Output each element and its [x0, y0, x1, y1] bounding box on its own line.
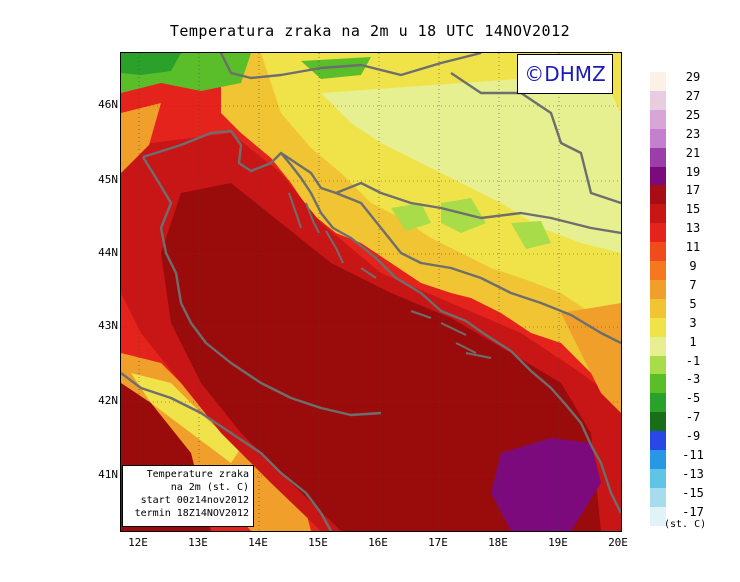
lon-label-20e: 20E [608, 536, 628, 549]
legend-label: 5 [689, 296, 697, 311]
lon-label-14e: 14E [248, 536, 268, 549]
legend-swatch [650, 261, 666, 280]
legend-swatch [650, 242, 666, 262]
field-inland-cool [321, 73, 621, 253]
temperature-map [120, 52, 622, 532]
field-balkan-orange [561, 303, 621, 413]
map-title: Temperatura zraka na 2m u 18 UTC 14NOV20… [169, 22, 571, 40]
legend-swatch [650, 166, 666, 186]
legend-swatch [650, 468, 666, 488]
lat-label-43n: 43N [98, 319, 118, 332]
legend-swatch [650, 393, 666, 413]
legend-label: 11 [685, 240, 701, 255]
legend-label: -1 [685, 353, 701, 368]
legend-label: -13 [682, 466, 704, 481]
legend-label: -17 [682, 504, 704, 519]
legend-label: 3 [689, 315, 697, 330]
legend-swatch [650, 128, 666, 148]
legend-swatch [650, 90, 666, 110]
legend-swatch [650, 298, 666, 318]
legend-unit: (st. C) [664, 519, 707, 530]
lat-label-45n: 45N [98, 173, 118, 186]
legend-label: 27 [685, 88, 701, 103]
islands [288, 192, 492, 359]
field-green-2 [441, 198, 486, 233]
dhmz-logo: ©DHMZ [517, 54, 613, 94]
legend-swatch [650, 412, 666, 432]
lon-label-19e: 19E [548, 536, 568, 549]
legend-swatch [650, 336, 666, 356]
lon-label-13e: 13E [188, 536, 208, 549]
legend-swatch [650, 72, 666, 91]
legend-label: -9 [685, 429, 701, 444]
lon-label-17e: 17E [428, 536, 448, 549]
lon-label-18e: 18E [488, 536, 508, 549]
legend-label: 23 [685, 126, 701, 141]
legend-swatch [650, 223, 666, 243]
lat-label-41n: 41N [98, 468, 118, 481]
legend-swatch [650, 147, 666, 167]
legend-label: 9 [689, 259, 697, 273]
legend-swatch [650, 109, 666, 129]
lat-label-42n: 42N [98, 394, 118, 407]
legend-label: 15 [685, 202, 701, 217]
field-purple [491, 438, 601, 531]
legend-swatch [650, 374, 666, 394]
field-green-4 [391, 203, 431, 231]
color-legend: 29 27 25 23 21 19 17 15 13 11 9 7 5 3 1 -1 -3 -5 -7 -9 -11 -1… [650, 70, 740, 526]
legend-label: 17 [685, 183, 701, 198]
field-italy-yellow [131, 373, 241, 463]
legend-label: 13 [685, 221, 701, 236]
field-alps-dark [121, 53, 181, 75]
legend-swatch [650, 431, 666, 451]
info-box: Temperature zraka na 2m (st. C) start 00… [122, 465, 254, 527]
legend-label: -3 [685, 372, 701, 387]
legend-label: 19 [685, 164, 701, 179]
legend-label: 25 [685, 107, 701, 122]
legend-swatch [650, 317, 666, 337]
field-green-3 [511, 221, 551, 249]
legend-swatch [650, 185, 666, 205]
graticule [121, 53, 621, 531]
lat-label-44n: 44N [98, 246, 118, 259]
info-line-4: termin 18Z14NOV2012 [134, 508, 249, 519]
legend-swatch [650, 204, 666, 224]
info-line-2: na 2m (st. C) [170, 482, 249, 493]
legend-label: 1 [689, 334, 697, 349]
legend-swatch [650, 450, 666, 469]
lon-label-12e: 12E [128, 536, 148, 549]
coastlines [121, 53, 621, 531]
legend-label: -5 [685, 391, 701, 406]
legend-label: 21 [685, 145, 701, 160]
lon-label-15e: 15E [308, 536, 328, 549]
legend-label: -15 [682, 485, 704, 500]
lon-label-16e: 16E [368, 536, 388, 549]
legend-swatch [650, 487, 666, 507]
legend-swatch [650, 279, 666, 299]
lat-label-46n: 46N [98, 98, 118, 111]
legend-swatch [650, 506, 666, 526]
legend-label: 7 [689, 277, 697, 292]
legend-label: 29 [685, 70, 701, 84]
legend-swatch [650, 355, 666, 375]
field-sea-dark [161, 183, 601, 531]
legend-label: -7 [685, 410, 701, 425]
info-line-3: start 00z14nov2012 [140, 495, 249, 506]
temperature-field [121, 53, 621, 531]
legend-label: -11 [682, 448, 704, 462]
info-line-1: Temperature zraka [146, 469, 249, 480]
